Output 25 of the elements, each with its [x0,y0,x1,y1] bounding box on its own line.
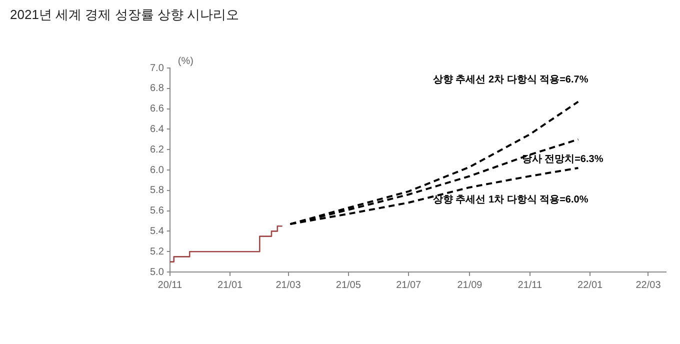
x-tick-label: 21/03 [276,280,302,291]
x-tick-label: 22/01 [578,280,604,291]
x-tick-label: 21/09 [457,280,483,291]
x-tick-label: 22/03 [636,280,662,291]
annotation: 당사 전망치=6.3% [522,154,604,166]
x-tick-label: 21/01 [218,280,244,291]
y-tick-label: 5.8 [150,185,164,196]
y-tick-label: 6.8 [150,83,164,94]
x-tick-label: 21/05 [336,280,362,291]
x-tick-label: 20/11 [158,280,182,291]
y-tick-label: 6.4 [150,124,164,135]
annotation: 상향 추세선 1차 다항식 적용=6.0% [432,194,588,206]
chart-title: 2021년 세계 경제 성장률 상향 시나리오 [10,6,239,24]
y-tick-label: 7.0 [150,62,164,74]
y-tick-label: 6.6 [150,104,164,115]
y-tick-label: 5.4 [150,226,164,237]
x-tick-label: 21/11 [518,280,542,291]
y-tick-label: 6.0 [150,164,164,176]
y-tick-label: 5.0 [150,266,164,278]
y-tick-label: 6.2 [150,144,164,156]
y-tick-label: 5.2 [150,246,164,258]
annotation: 상향 추세선 2차 다항식 적용=6.7% [432,74,588,86]
y-axis-title: (%) [178,56,194,67]
y-tick-label: 5.6 [150,206,164,217]
x-tick-label: 21/07 [396,280,422,291]
